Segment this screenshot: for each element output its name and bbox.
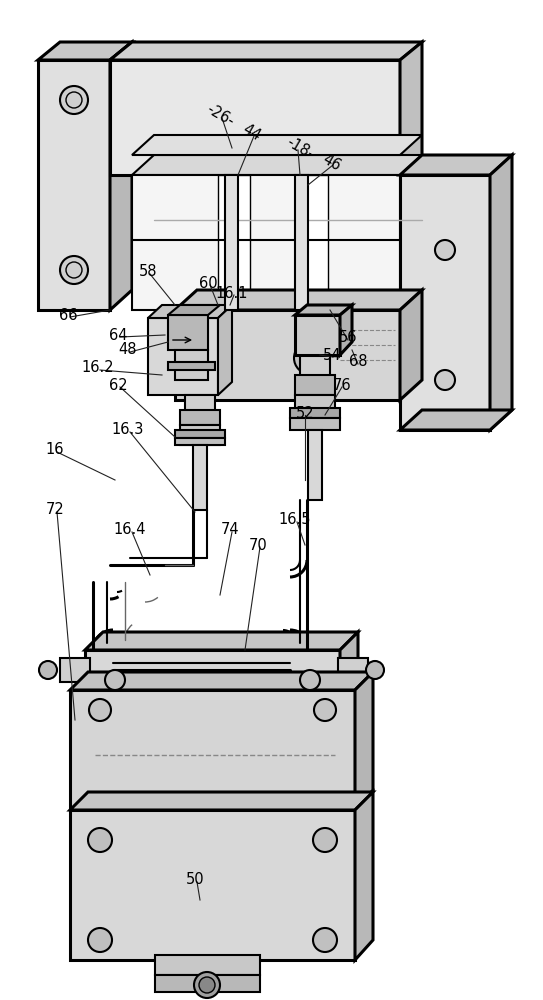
Polygon shape bbox=[175, 290, 422, 310]
Polygon shape bbox=[400, 290, 422, 400]
Polygon shape bbox=[38, 42, 132, 60]
Polygon shape bbox=[355, 792, 373, 960]
Circle shape bbox=[294, 342, 326, 374]
Polygon shape bbox=[308, 430, 322, 500]
Polygon shape bbox=[355, 672, 373, 810]
Polygon shape bbox=[155, 975, 260, 992]
Polygon shape bbox=[70, 672, 373, 690]
Polygon shape bbox=[168, 305, 220, 315]
Polygon shape bbox=[175, 438, 225, 445]
Circle shape bbox=[366, 661, 384, 679]
Polygon shape bbox=[295, 375, 335, 395]
Polygon shape bbox=[38, 60, 110, 310]
Polygon shape bbox=[110, 42, 132, 310]
Polygon shape bbox=[338, 658, 368, 682]
Polygon shape bbox=[70, 810, 355, 960]
Text: 68: 68 bbox=[349, 355, 367, 369]
Polygon shape bbox=[340, 632, 358, 690]
Polygon shape bbox=[218, 305, 232, 395]
Circle shape bbox=[88, 828, 112, 852]
Text: 16.1: 16.1 bbox=[216, 286, 248, 300]
Polygon shape bbox=[193, 445, 207, 510]
Circle shape bbox=[435, 370, 455, 390]
Circle shape bbox=[314, 699, 336, 721]
Circle shape bbox=[199, 977, 215, 993]
Text: 72: 72 bbox=[46, 502, 65, 518]
Text: -18-: -18- bbox=[283, 134, 317, 162]
Polygon shape bbox=[295, 395, 335, 415]
Text: 16.4: 16.4 bbox=[113, 522, 146, 538]
Circle shape bbox=[88, 928, 112, 952]
Polygon shape bbox=[400, 410, 512, 430]
Polygon shape bbox=[148, 318, 218, 395]
Polygon shape bbox=[400, 155, 512, 175]
Text: 50: 50 bbox=[186, 872, 204, 888]
Circle shape bbox=[435, 240, 455, 260]
Polygon shape bbox=[225, 175, 238, 310]
Text: 74: 74 bbox=[220, 522, 239, 538]
Text: 70: 70 bbox=[249, 538, 267, 552]
Text: 16.3: 16.3 bbox=[112, 422, 144, 438]
Text: 52: 52 bbox=[296, 406, 314, 420]
Polygon shape bbox=[85, 650, 340, 690]
Circle shape bbox=[194, 972, 220, 998]
Text: 76: 76 bbox=[333, 377, 351, 392]
Polygon shape bbox=[300, 355, 330, 390]
Circle shape bbox=[60, 256, 88, 284]
Polygon shape bbox=[175, 430, 225, 438]
Polygon shape bbox=[290, 418, 340, 430]
Circle shape bbox=[313, 828, 337, 852]
Polygon shape bbox=[340, 305, 352, 355]
Polygon shape bbox=[295, 175, 328, 305]
Polygon shape bbox=[290, 408, 340, 418]
Text: 16: 16 bbox=[46, 442, 64, 458]
Text: 64: 64 bbox=[109, 328, 127, 342]
Polygon shape bbox=[85, 632, 358, 650]
Polygon shape bbox=[110, 42, 422, 60]
Text: 44: 44 bbox=[240, 122, 264, 144]
Polygon shape bbox=[180, 425, 220, 445]
Polygon shape bbox=[155, 955, 260, 975]
Polygon shape bbox=[295, 175, 308, 310]
Circle shape bbox=[60, 86, 88, 114]
Text: 16.2: 16.2 bbox=[81, 360, 115, 375]
Text: -26-: -26- bbox=[204, 101, 236, 129]
Polygon shape bbox=[295, 305, 352, 315]
Circle shape bbox=[300, 670, 320, 690]
Polygon shape bbox=[168, 315, 208, 350]
Polygon shape bbox=[110, 60, 400, 175]
Polygon shape bbox=[490, 155, 512, 430]
Polygon shape bbox=[400, 42, 422, 175]
Text: 58: 58 bbox=[139, 264, 157, 279]
Text: 66: 66 bbox=[59, 308, 77, 322]
Polygon shape bbox=[70, 690, 355, 810]
Polygon shape bbox=[175, 310, 400, 400]
Circle shape bbox=[105, 670, 125, 690]
Text: 56: 56 bbox=[339, 330, 357, 346]
Polygon shape bbox=[218, 175, 250, 305]
Polygon shape bbox=[185, 395, 215, 420]
Circle shape bbox=[89, 699, 111, 721]
Polygon shape bbox=[148, 305, 232, 318]
Polygon shape bbox=[70, 792, 373, 810]
Polygon shape bbox=[168, 362, 215, 370]
Polygon shape bbox=[295, 315, 340, 355]
Text: 54: 54 bbox=[323, 348, 341, 362]
Polygon shape bbox=[175, 350, 208, 380]
Circle shape bbox=[313, 928, 337, 952]
Polygon shape bbox=[132, 175, 400, 310]
Text: 16.5: 16.5 bbox=[279, 512, 311, 528]
Text: 48: 48 bbox=[119, 342, 137, 358]
Text: 62: 62 bbox=[109, 377, 127, 392]
Circle shape bbox=[39, 661, 57, 679]
Polygon shape bbox=[132, 135, 422, 155]
Polygon shape bbox=[60, 658, 90, 682]
Text: 46: 46 bbox=[320, 152, 344, 174]
Polygon shape bbox=[400, 175, 490, 430]
Polygon shape bbox=[132, 155, 422, 175]
Text: 60: 60 bbox=[199, 275, 217, 290]
Polygon shape bbox=[180, 410, 220, 425]
